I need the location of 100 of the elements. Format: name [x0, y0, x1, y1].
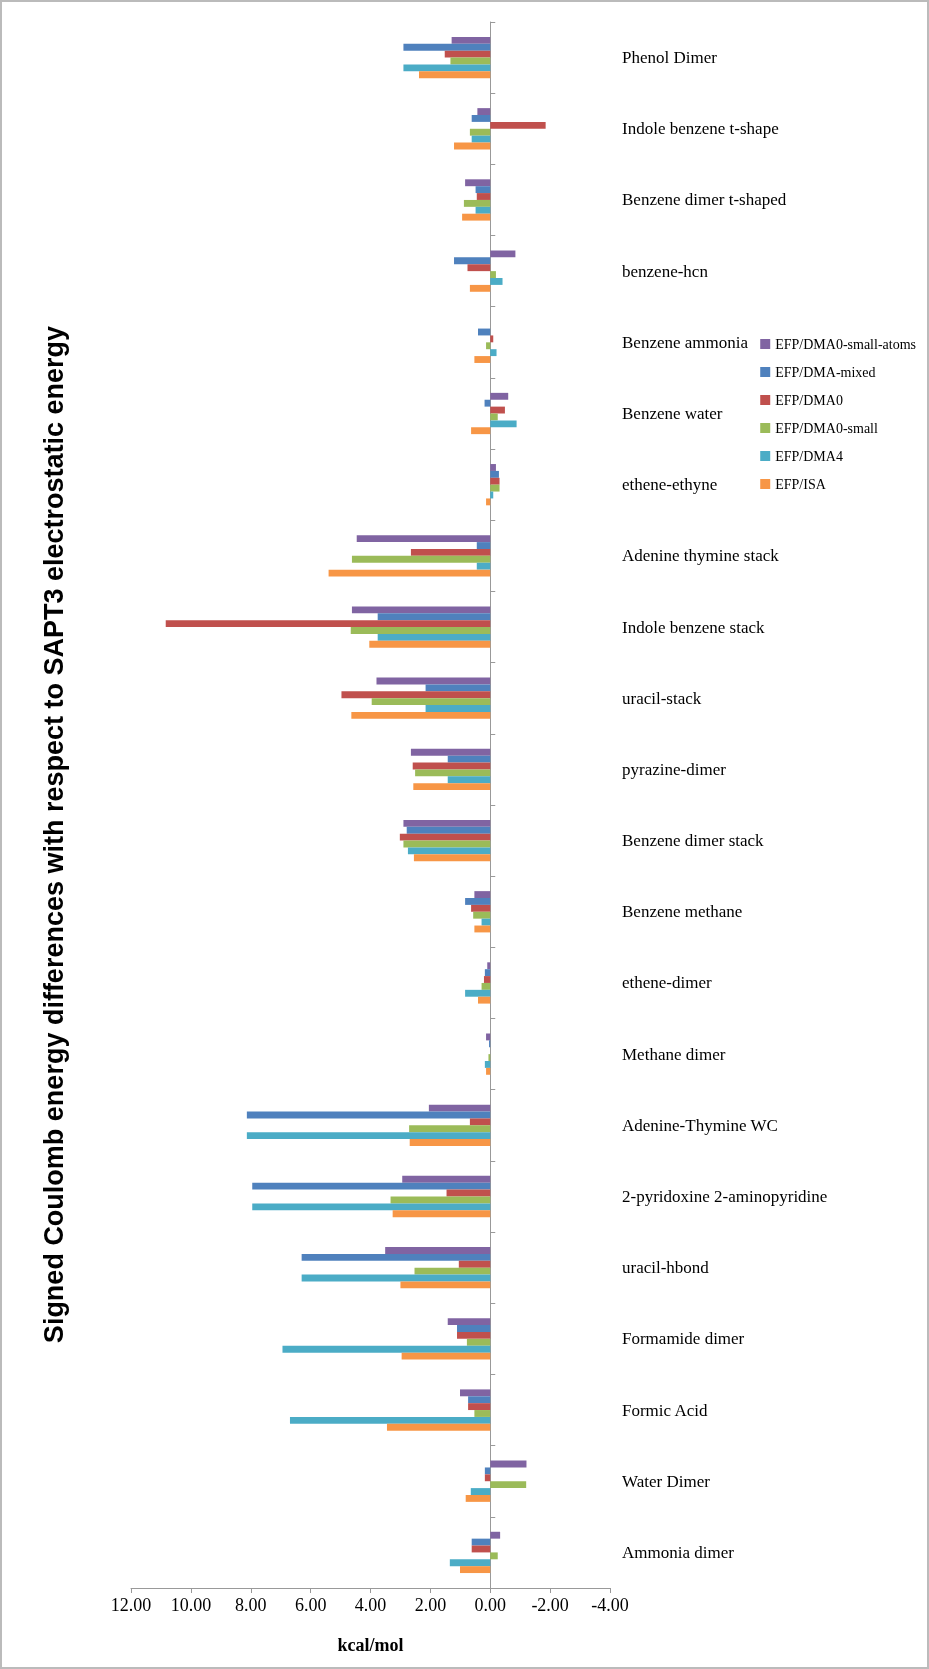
bar [486, 1067, 491, 1075]
bar [469, 1118, 491, 1126]
bar [490, 464, 496, 471]
bar [252, 1203, 491, 1211]
bar [474, 356, 491, 363]
x-axis-title: kcal/mol [337, 1635, 404, 1655]
bar [490, 271, 496, 279]
bar [490, 1531, 501, 1539]
y-tick-label: Adenine-Thymine WC [622, 1115, 778, 1135]
bar [282, 1345, 491, 1353]
y-tick-label: Benzene dimer stack [622, 831, 765, 851]
bar [414, 1267, 491, 1275]
x-tick-label: 6.00 [294, 1595, 327, 1615]
bar [403, 43, 491, 51]
bar [465, 898, 491, 905]
bar [392, 1210, 491, 1218]
bar [475, 186, 491, 194]
bar [470, 1488, 491, 1495]
bar [451, 36, 491, 44]
x-tick-label: 2.00 [414, 1595, 447, 1615]
bar [369, 640, 491, 648]
bar [328, 569, 491, 577]
bar [252, 1182, 491, 1190]
bar [465, 1494, 491, 1502]
bar [490, 484, 500, 492]
text: Signed Coulomb energy differences with respect to SAPT3 electrostatic energy [38, 325, 69, 1344]
x-tick-label: 8.00 [235, 1595, 267, 1615]
y-tick-label: Benzene ammonia [622, 332, 749, 352]
bar [490, 250, 516, 258]
bar [484, 969, 491, 977]
bar [428, 1104, 491, 1112]
bar [490, 392, 509, 400]
bar [486, 1033, 491, 1041]
y-tick-label: Formic Acid [622, 1400, 708, 1420]
y-tick-label: Benzene water [622, 404, 723, 423]
bar [465, 989, 491, 997]
y-tick-label: Methane dimer [622, 1044, 726, 1064]
bar [474, 1410, 491, 1417]
bar [458, 1260, 491, 1268]
bar [410, 748, 491, 756]
bar [403, 64, 491, 72]
y-tick-label: Benzene dimer t-shaped [622, 190, 787, 210]
bar [401, 1352, 491, 1360]
y-tick-label: Water Dimer [622, 1471, 711, 1491]
bar [403, 819, 491, 827]
bar [460, 1389, 491, 1397]
y-tick-label: pyrazine-dimer [622, 759, 727, 779]
y-tick-label: Indole benzene t-shape [622, 119, 779, 139]
legend-label: EFP/ISA [775, 476, 827, 492]
bar [409, 1139, 491, 1146]
bar [399, 833, 491, 841]
bar [486, 342, 491, 350]
bar [400, 1281, 491, 1289]
legend-label: EFP/DMA0-small [775, 420, 879, 436]
bar [289, 1416, 491, 1424]
bar [474, 891, 491, 899]
bar [490, 1481, 527, 1489]
bar [490, 477, 500, 485]
bar [471, 904, 491, 912]
y-tick-label: ethene-ethyne [622, 475, 718, 495]
x-tick-label: 4.00 [354, 1595, 387, 1615]
bar [476, 542, 491, 549]
bar [449, 1559, 491, 1567]
bar [487, 962, 491, 970]
bar [483, 976, 491, 983]
bar [490, 349, 497, 357]
bar [377, 633, 491, 641]
bar [386, 1423, 491, 1431]
bar [447, 755, 491, 763]
x-tick-label: 12.00 [110, 1595, 152, 1615]
x-tick-label: 10.00 [170, 1595, 212, 1615]
bar [351, 711, 491, 719]
bar [484, 1474, 491, 1482]
bar [413, 783, 491, 791]
bar [246, 1132, 491, 1140]
bar [301, 1253, 491, 1261]
bar [350, 627, 491, 634]
bar [476, 193, 491, 200]
bar [484, 1467, 491, 1475]
bar [444, 50, 491, 58]
bar [490, 335, 494, 343]
bar [486, 498, 491, 506]
bar [425, 705, 491, 712]
x-tick-label: -4.00 [591, 1595, 629, 1615]
bar [377, 613, 491, 621]
bar [413, 854, 491, 862]
legend-label: EFP/DMA-mixed [775, 364, 876, 380]
bar [490, 406, 505, 414]
bar [457, 1331, 491, 1339]
bar [351, 606, 491, 614]
bar [341, 691, 491, 699]
bar [385, 1247, 491, 1254]
bar [477, 996, 491, 1004]
y-tick-label: benzene-hcn [622, 261, 709, 281]
bar [406, 826, 491, 834]
bar [351, 555, 491, 563]
bar [469, 284, 491, 292]
bar [371, 698, 491, 706]
y-tick-label: Adenine thymine stack [622, 546, 780, 566]
y-tick-label: uracil-stack [622, 688, 702, 708]
